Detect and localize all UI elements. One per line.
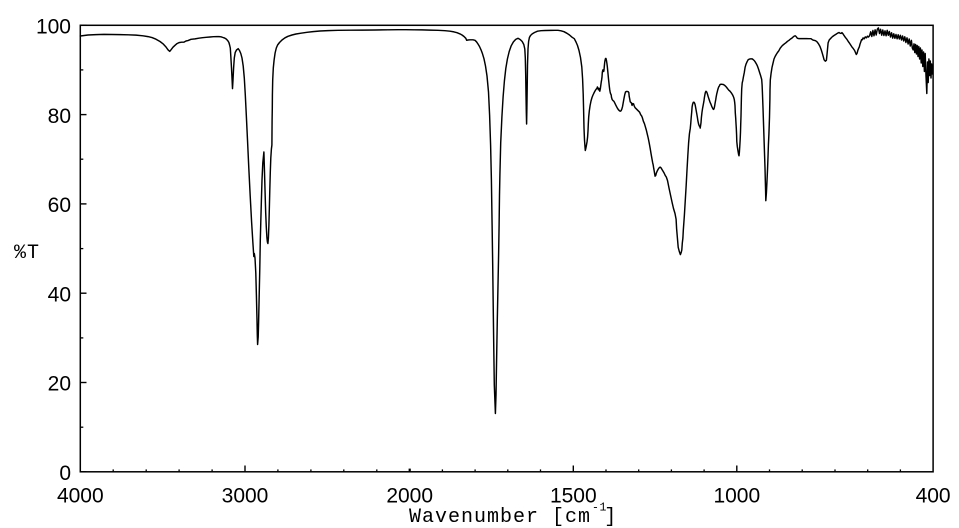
svg-text:20: 20 xyxy=(48,373,71,396)
svg-text:-1: -1 xyxy=(592,501,607,514)
svg-text:4000: 4000 xyxy=(57,485,104,508)
svg-text:%T: %T xyxy=(14,242,40,265)
svg-text:80: 80 xyxy=(48,105,71,128)
svg-text:]: ] xyxy=(604,506,617,528)
svg-text:60: 60 xyxy=(48,194,71,217)
svg-text:40: 40 xyxy=(48,283,71,306)
svg-text:400: 400 xyxy=(916,485,951,508)
svg-text:100: 100 xyxy=(36,16,71,39)
svg-text:1500: 1500 xyxy=(550,485,597,508)
svg-text:Wavenumber [cm: Wavenumber [cm xyxy=(409,506,591,528)
svg-text:1000: 1000 xyxy=(713,485,760,508)
svg-text:0: 0 xyxy=(59,462,71,485)
svg-text:3000: 3000 xyxy=(222,485,269,508)
svg-text:2000: 2000 xyxy=(386,485,433,508)
